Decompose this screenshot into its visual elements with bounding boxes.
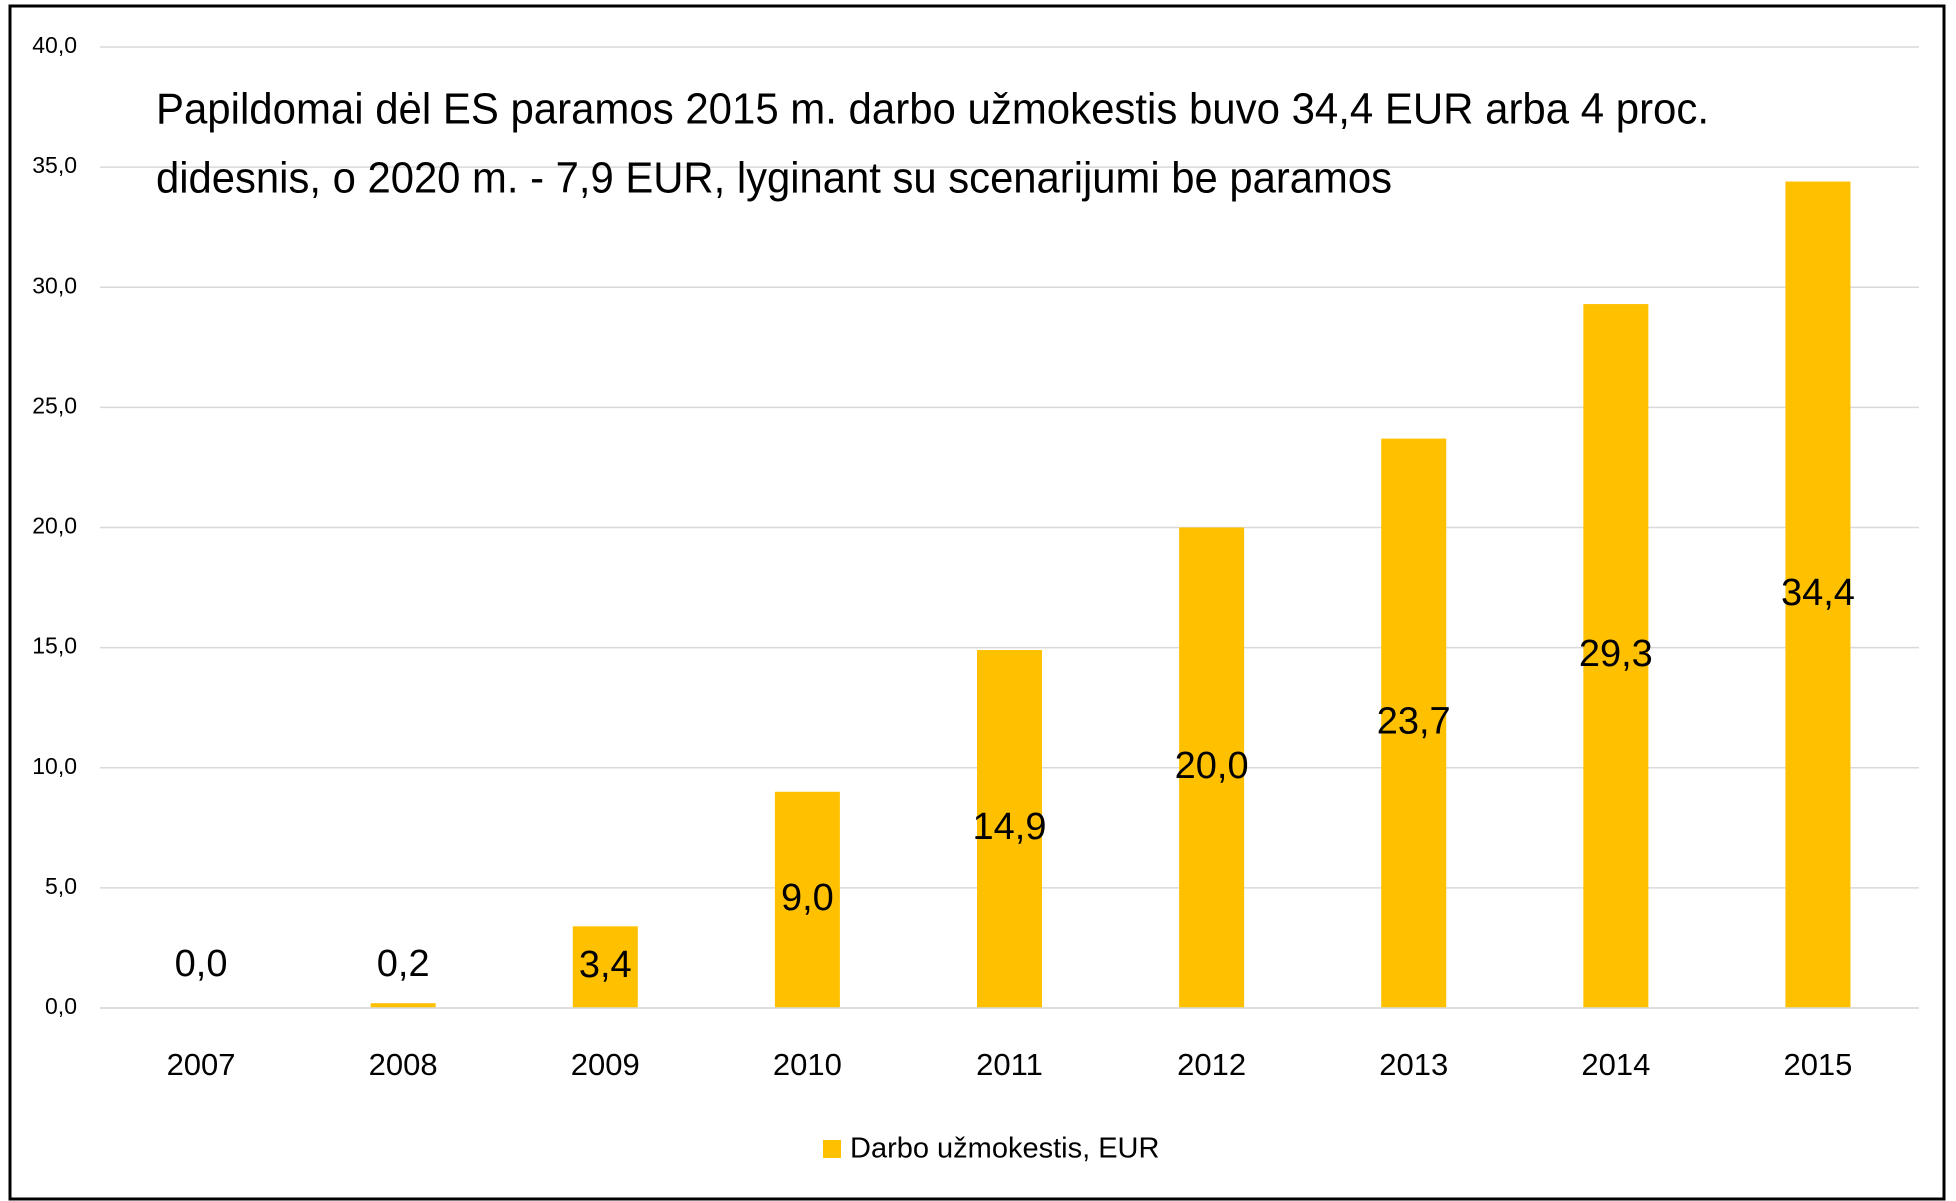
x-tick-label: 2007 bbox=[167, 1047, 236, 1082]
bar bbox=[572, 926, 638, 1008]
y-tick-label: 25,0 bbox=[32, 392, 77, 418]
data-label: 29,3 bbox=[1579, 633, 1653, 675]
x-tick-label: 2008 bbox=[369, 1047, 438, 1082]
data-label: 23,7 bbox=[1377, 700, 1451, 742]
y-tick-label: 35,0 bbox=[32, 152, 77, 178]
bar bbox=[1381, 438, 1447, 1008]
data-label: 14,9 bbox=[973, 806, 1047, 848]
bar bbox=[370, 1003, 436, 1008]
x-tick-label: 2015 bbox=[1783, 1047, 1852, 1082]
data-label: 0,2 bbox=[377, 943, 430, 985]
y-tick-label: 40,0 bbox=[32, 32, 77, 58]
x-tick-label: 2009 bbox=[571, 1047, 640, 1082]
bar bbox=[977, 650, 1042, 1008]
data-label: 3,4 bbox=[579, 944, 632, 986]
y-tick-label: 0,0 bbox=[45, 993, 77, 1019]
y-tick-label: 5,0 bbox=[45, 873, 77, 899]
bar bbox=[1179, 527, 1245, 1008]
y-tick-label: 10,0 bbox=[32, 753, 77, 779]
x-tick-label: 2011 bbox=[976, 1047, 1043, 1082]
data-label: 0,0 bbox=[175, 943, 228, 985]
chart-title: didesnis, o 2020 m. - 7,9 EUR, lyginant … bbox=[156, 154, 1392, 203]
y-tick-label: 20,0 bbox=[32, 513, 77, 539]
legend-swatch bbox=[823, 1140, 841, 1158]
x-tick-label: 2013 bbox=[1379, 1047, 1448, 1082]
x-tick-label: 2014 bbox=[1581, 1047, 1650, 1082]
bar bbox=[774, 791, 840, 1008]
chart-title: Papildomai dėl ES paramos 2015 m. darbo … bbox=[156, 85, 1709, 134]
data-label: 34,4 bbox=[1781, 572, 1855, 614]
data-label: 20,0 bbox=[1175, 745, 1249, 787]
data-label: 9,0 bbox=[781, 877, 834, 919]
bar bbox=[1583, 304, 1649, 1008]
y-tick-label: 30,0 bbox=[32, 272, 77, 298]
x-tick-label: 2012 bbox=[1177, 1047, 1246, 1082]
y-tick-label: 15,0 bbox=[32, 633, 77, 659]
legend-label: Darbo užmokestis, EUR bbox=[850, 1133, 1159, 1165]
bar bbox=[1785, 181, 1851, 1009]
x-tick-label: 2010 bbox=[773, 1047, 842, 1082]
